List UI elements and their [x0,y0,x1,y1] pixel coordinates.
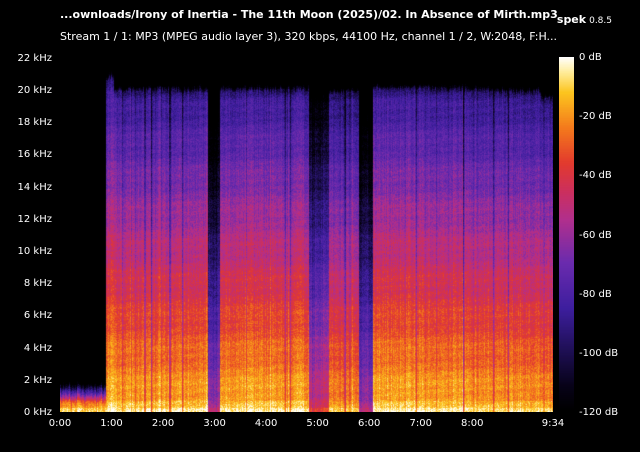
time-tick-label: 6:00 [357,418,381,429]
freq-tick-label: 4 kHz [23,342,52,354]
time-tick-label: 7:00 [409,418,432,429]
freq-tick-label: 12 kHz [17,213,52,225]
time-tick-label: 3:00 [203,418,226,429]
freq-tick-label: 22 kHz [17,52,52,64]
titlebar: ...ownloads/Irony of Inertia - The 11th … [0,8,640,26]
db-tick-label: 0 dB [579,52,602,63]
freq-tick-label: 10 kHz [17,246,52,257]
colorbar-canvas [559,57,574,412]
time-tick-label: 4:00 [254,418,278,429]
app-version: 0.8.5 [589,16,612,26]
freq-tick-label: 14 kHz [17,181,52,193]
freq-tick-label: 0 kHz [23,407,52,418]
time-tick-label: 1:00 [100,418,123,429]
db-tick-label: -40 dB [579,170,612,182]
freq-tick-label: 16 kHz [17,149,52,161]
db-tick-label: -100 dB [579,347,619,359]
freq-tick-label: 2 kHz [23,374,52,386]
time-tick-label: 8:00 [461,418,484,429]
freq-tick-label: 6 kHz [23,310,52,322]
time-tick-label: 5:00 [306,418,329,429]
app-badge: spek 0.8.5 [557,8,612,27]
spectrogram-canvas [60,57,553,412]
stream-info-line: Stream 1 / 1: MP3 (MPEG audio layer 3), … [60,30,558,43]
db-tick-label: -60 dB [579,229,612,241]
app-name: spek [556,13,587,26]
db-tick-label: -120 dB [579,407,619,418]
time-tick-label: 0:00 [48,418,72,429]
time-tick-label: 9:34 [541,418,565,429]
freq-tick-label: 20 kHz [17,85,52,96]
freq-tick-label: 8 kHz [23,278,52,290]
db-tick-label: -80 dB [579,288,612,300]
time-tick-label: 2:00 [151,418,175,429]
file-path-title: ...ownloads/Irony of Inertia - The 11th … [60,8,558,21]
freq-tick-label: 18 kHz [17,117,52,129]
db-tick-label: -20 dB [579,111,612,123]
